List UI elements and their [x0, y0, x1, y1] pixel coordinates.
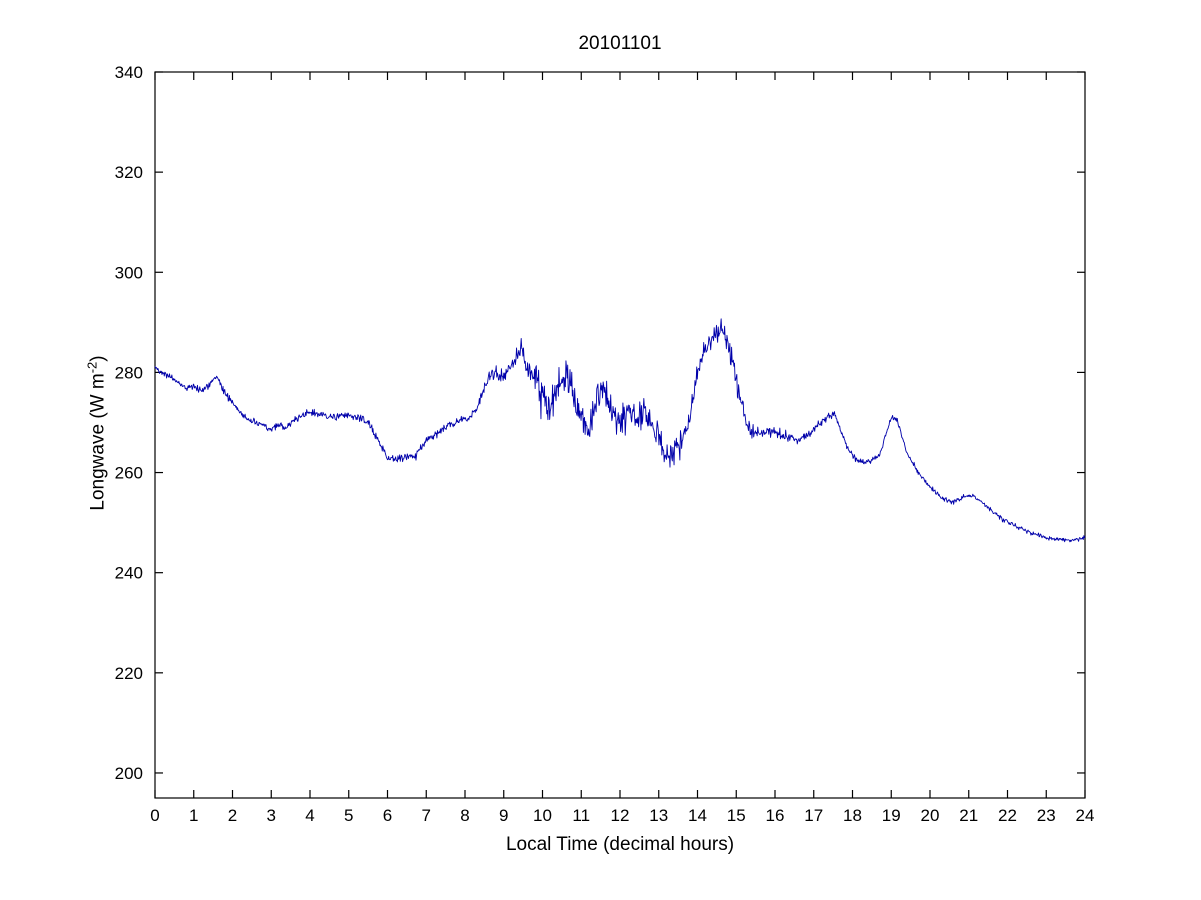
x-tick-label: 11 — [572, 806, 590, 825]
x-tick-label: 14 — [688, 806, 707, 825]
x-tick-label: 5 — [344, 806, 353, 825]
x-tick-label: 12 — [611, 806, 630, 825]
x-tick-label: 10 — [533, 806, 552, 825]
x-tick-label: 9 — [499, 806, 508, 825]
y-tick-label: 220 — [115, 664, 143, 683]
x-tick-label: 21 — [959, 806, 978, 825]
chart-title: 20101101 — [578, 33, 662, 54]
y-tick-label: 260 — [115, 464, 143, 483]
x-tick-label: 15 — [727, 806, 746, 825]
axis-box — [154, 71, 1086, 799]
x-tick-label: 20 — [921, 806, 940, 825]
x-tick-label: 17 — [804, 806, 823, 825]
y-tick-label: 280 — [115, 363, 143, 382]
x-tick-label: 16 — [766, 806, 785, 825]
x-tick-label: 24 — [1076, 806, 1095, 825]
x-tick-label: 1 — [189, 806, 198, 825]
x-tick-label: 23 — [1037, 806, 1056, 825]
y-tick-label: 340 — [115, 63, 143, 82]
y-tick-label: 300 — [115, 263, 143, 282]
x-axis-label: Local Time (decimal hours) — [505, 834, 735, 855]
x-tick-label: 22 — [998, 806, 1017, 825]
x-tick-label: 8 — [460, 806, 469, 825]
x-tick-label: 0 — [150, 806, 159, 825]
y-tick-label: 320 — [115, 163, 143, 182]
x-tick-label: 2 — [228, 806, 237, 825]
y-tick-label: 240 — [115, 564, 143, 583]
x-tick-label: 18 — [843, 806, 862, 825]
x-tick-label: 13 — [649, 806, 668, 825]
x-tick-label: 6 — [383, 806, 392, 825]
x-tick-label: 19 — [882, 806, 901, 825]
y-tick-label: 200 — [115, 764, 143, 783]
series-line-longwave-irradiance — [154, 318, 1086, 543]
x-tick-label: 4 — [305, 806, 314, 825]
x-tick-label: 7 — [422, 806, 431, 825]
x-tick-label: 3 — [267, 806, 276, 825]
